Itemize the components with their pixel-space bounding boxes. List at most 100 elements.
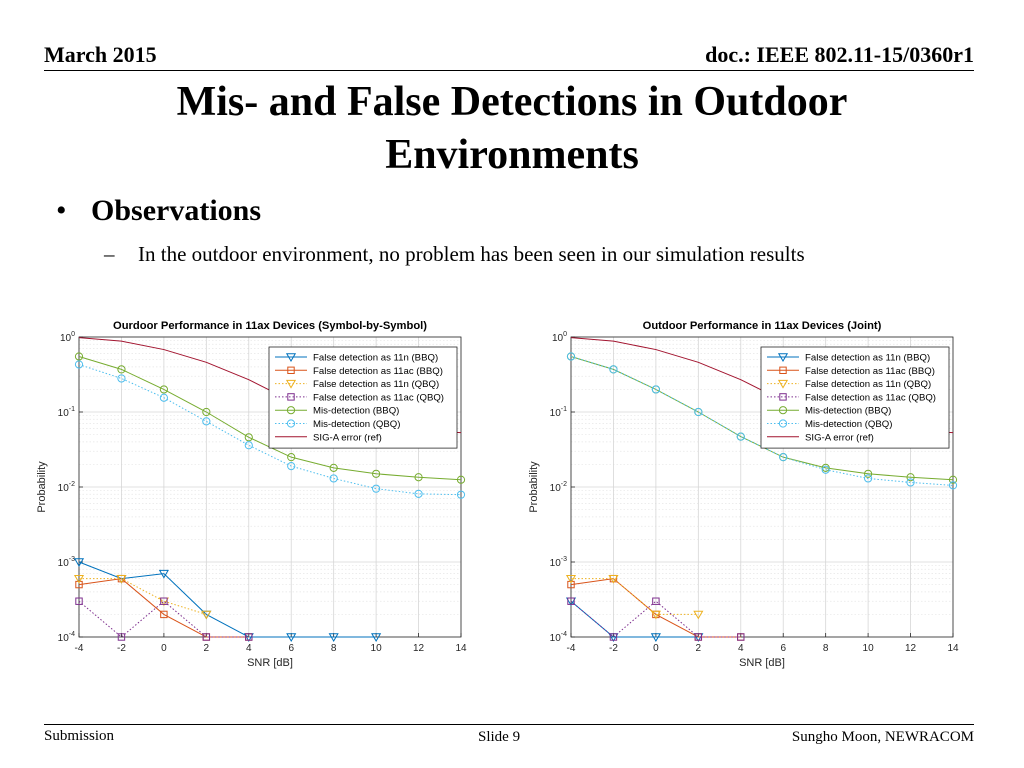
- x-tick-label: 4: [738, 643, 744, 654]
- legend: False detection as 11n (BBQ) False detect…: [268, 346, 458, 449]
- data-point: [456, 490, 466, 499]
- legend-label: Mis-detection (QBQ): [805, 419, 892, 430]
- data-point: [736, 432, 745, 441]
- data-point: [328, 633, 339, 642]
- data-point: [864, 474, 873, 483]
- x-tick-label: 0: [653, 643, 659, 654]
- data-point: [159, 393, 168, 402]
- data-point: [287, 453, 296, 462]
- x-tick-label: 10: [863, 643, 875, 654]
- data-point: [117, 633, 126, 641]
- legend-label: False detection as 11ac (QBQ): [805, 392, 936, 403]
- data-point: [948, 475, 958, 484]
- y-tick-exponent: 0: [71, 331, 75, 338]
- x-tick-label: -2: [609, 643, 618, 654]
- data-point: [117, 374, 126, 383]
- data-point: [948, 481, 958, 490]
- legend-marker: [779, 393, 787, 401]
- data-point: [693, 610, 704, 620]
- chart-svg-joint: -4 -2 0 2 4 6 8 10 12 1410010-110-210-310-4Outdoo…: [528, 320, 959, 669]
- series-line: [79, 578, 207, 615]
- header-doc-id: doc.: IEEE 802.11-15/0360r1: [705, 42, 974, 67]
- data-point: [75, 597, 83, 605]
- chart-joint: -4 -2 0 2 4 6 8 10 12 14 100 10-1 10-2 10-3 10-4 Outdoo…: [522, 310, 972, 675]
- y-tick-label: 10-3: [550, 556, 567, 569]
- data-point: [244, 441, 253, 450]
- y-tick-base: 10: [60, 333, 72, 344]
- data-point: [821, 465, 830, 474]
- data-point: [650, 633, 661, 642]
- data-point: [158, 569, 169, 579]
- data-point: [779, 453, 788, 462]
- series-line: [570, 578, 741, 638]
- x-tick-label: 12: [905, 643, 917, 654]
- data-point: [202, 407, 211, 417]
- data-point: [372, 484, 381, 493]
- data-point: [565, 574, 577, 584]
- legend-box: [268, 346, 458, 449]
- data-point: [202, 633, 211, 641]
- legend-label: Mis-detection (QBQ): [313, 419, 400, 430]
- series-line: [570, 355, 954, 486]
- legend-marker: [777, 379, 789, 389]
- data-point: [160, 597, 168, 605]
- data-point: [567, 580, 575, 589]
- data-point: [566, 352, 576, 361]
- legend-label: SIG-A error (ref): [805, 432, 874, 443]
- legend-box: [760, 346, 950, 449]
- series-2: [565, 574, 704, 620]
- y-tick-base: 10: [58, 633, 70, 644]
- y-tick-base: 10: [550, 633, 562, 644]
- y-tick-label: 100: [552, 331, 567, 344]
- data-point: [202, 417, 211, 426]
- data-point: [73, 574, 85, 584]
- x-tick-label: 10: [371, 643, 383, 654]
- series-5: [74, 360, 466, 499]
- data-point: [116, 574, 127, 584]
- data-point: [74, 360, 84, 369]
- y-tick-base: 10: [550, 558, 562, 569]
- legend-marker: [287, 366, 295, 374]
- x-tick-label: 6: [780, 643, 786, 654]
- header-divider: [44, 70, 974, 71]
- x-tick-label: 6: [288, 643, 294, 654]
- data-point: [414, 489, 423, 498]
- legend-marker: [286, 406, 296, 415]
- y-tick-exponent: -4: [69, 631, 75, 638]
- legend-marker: [286, 419, 296, 428]
- y-tick-exponent: -4: [561, 631, 567, 638]
- legend-label: False detection as 11n (QBQ): [805, 379, 931, 390]
- y-tick-exponent: -2: [561, 481, 567, 488]
- data-point: [201, 610, 212, 620]
- x-tick-label: 14: [455, 643, 467, 654]
- y-tick-label: 10-4: [58, 631, 75, 644]
- data-point: [567, 597, 575, 605]
- footer-submission: Submission: [44, 728, 115, 744]
- data-point: [650, 610, 661, 620]
- footer-author: Sungho Moon, NEWRACOM: [791, 729, 974, 745]
- sub-bullet-dash: –: [104, 242, 115, 266]
- y-tick-exponent: -1: [69, 406, 75, 413]
- series-line: [78, 561, 377, 638]
- data-point: [864, 469, 873, 478]
- footer-slide-number: Slide 9: [478, 729, 521, 745]
- data-point: [609, 365, 618, 374]
- data-point: [608, 574, 619, 584]
- y-tick-base: 10: [58, 483, 70, 494]
- series-3: [75, 597, 253, 641]
- y-tick-exponent: 0: [563, 331, 567, 338]
- chart-title: Ourdoor Performance in 11ax Devices (Sym…: [113, 320, 427, 332]
- y-tick-base: 10: [550, 483, 562, 494]
- sub-bullet: – In the outdoor environment, no problem …: [104, 242, 805, 267]
- legend-marker: [778, 406, 788, 415]
- y-tick-label: 10-3: [58, 556, 75, 569]
- header-date: March 2015: [44, 42, 157, 67]
- x-tick-label: -4: [75, 643, 84, 654]
- y-tick-label: 10-2: [550, 481, 567, 494]
- legend-label: False detection as 11ac (QBQ): [313, 392, 444, 403]
- y-tick-base: 10: [552, 333, 564, 344]
- bullet-text: Observations: [91, 194, 262, 227]
- x-tick-label: 14: [947, 643, 959, 654]
- legend: False detection as 11n (BBQ) False detect…: [760, 346, 950, 449]
